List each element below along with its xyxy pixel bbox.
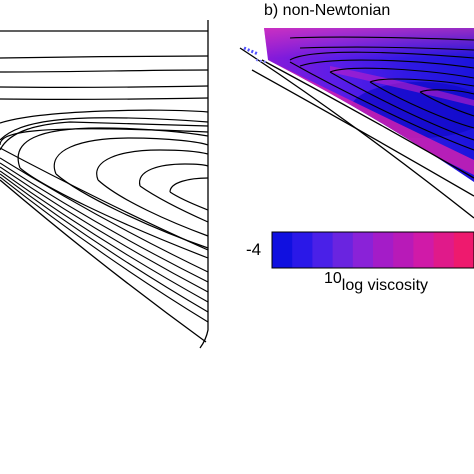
viscosity-field-high-band	[264, 28, 474, 58]
streamline	[0, 121, 209, 151]
left-panel-slab-boundary	[0, 179, 207, 343]
streamline	[19, 167, 209, 259]
viscosity-high-band-inner	[330, 66, 474, 106]
streamline	[419, 91, 474, 117]
streamline	[139, 185, 209, 223]
streamline	[96, 149, 209, 181]
right-panel	[239, 28, 474, 219]
colorbar-segment	[312, 232, 334, 268]
colorbar-min-label: -4	[246, 240, 262, 259]
slab-bottom-line	[251, 69, 474, 197]
colorbar-segment	[352, 232, 374, 268]
slab-parallel-streamlines	[0, 157, 209, 323]
streamline	[0, 176, 209, 323]
left-panel-right-boundary	[199, 20, 209, 349]
left-panel	[0, 20, 209, 349]
streamline	[169, 177, 209, 193]
streamline	[55, 173, 209, 249]
streamline	[53, 137, 209, 175]
colorbar-label-base: 10	[324, 270, 342, 287]
colorbar-segment	[413, 232, 435, 268]
colorbar-axis-label: 10log viscosity	[324, 270, 429, 294]
streamline	[369, 81, 474, 129]
streamline	[0, 69, 209, 73]
colorbar-segment	[433, 232, 455, 268]
streamline	[0, 173, 209, 313]
streamline	[329, 71, 474, 141]
streamline	[17, 127, 209, 169]
streamline	[139, 163, 209, 187]
streamline	[369, 78, 474, 87]
right-slab-boundary	[239, 47, 474, 219]
slab-top-line	[261, 59, 474, 179]
streamline	[0, 162, 209, 283]
streamline	[97, 179, 209, 237]
streamline	[0, 109, 209, 124]
colorbar-segment	[393, 232, 414, 268]
streamline	[0, 170, 209, 303]
streamline	[0, 85, 209, 89]
streamline	[329, 67, 474, 79]
colorbar-segment	[292, 232, 313, 268]
colorbar-segment	[272, 232, 293, 268]
horizontal-streamlines	[0, 55, 209, 101]
streamline	[169, 191, 209, 211]
slab-lower-line	[239, 47, 474, 219]
streamline	[299, 59, 474, 69]
colorbar-segment	[453, 232, 474, 268]
colorbar	[271, 231, 474, 269]
streamline	[289, 51, 474, 61]
streamline	[289, 36, 474, 41]
colorbar-segment	[332, 232, 354, 268]
colorbar-segment	[373, 232, 394, 268]
colorbar-frame	[271, 231, 474, 269]
streamline	[419, 89, 474, 95]
right-streamlines	[289, 36, 474, 151]
streamline	[299, 46, 474, 51]
streamline	[0, 55, 209, 59]
streamline	[289, 61, 474, 151]
slab-tip-markers	[243, 46, 267, 63]
panel-b-title: b) non-Newtonian	[264, 2, 391, 19]
colorbar-label-text: log viscosity	[341, 277, 429, 294]
streamline	[0, 157, 209, 273]
streamline	[0, 166, 209, 293]
streamline	[0, 97, 209, 101]
corner-flow-streamlines	[0, 109, 209, 259]
